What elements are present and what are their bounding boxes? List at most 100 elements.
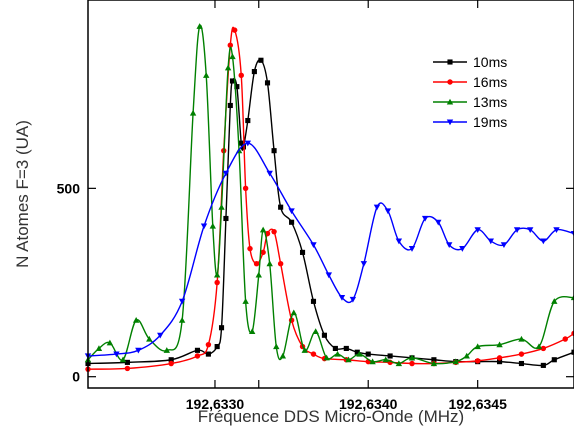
data-point xyxy=(513,227,521,233)
data-point xyxy=(124,359,130,365)
data-point xyxy=(205,341,212,348)
data-point xyxy=(234,84,240,90)
legend-label: 13ms xyxy=(473,94,507,110)
data-point xyxy=(321,332,327,338)
data-point xyxy=(332,345,338,352)
legend-item: 10ms xyxy=(433,54,507,70)
data-point xyxy=(343,345,349,352)
data-point xyxy=(356,350,363,357)
data-point xyxy=(463,352,470,359)
data-point xyxy=(95,345,103,352)
data-point xyxy=(562,336,568,342)
x-tick-label: 192,6330 xyxy=(186,396,245,412)
data-point xyxy=(229,53,236,60)
data-point xyxy=(452,358,459,365)
data-point xyxy=(259,226,267,233)
data-point xyxy=(540,238,547,245)
data-point xyxy=(247,245,253,252)
y-tick-label: 0 xyxy=(72,369,80,385)
ticks-layer: 192,6330 192,6340 192,6345 0 500 xyxy=(57,0,574,412)
data-point xyxy=(113,351,120,358)
data-point xyxy=(349,296,357,303)
data-point xyxy=(194,353,201,359)
data-point xyxy=(570,230,574,237)
legend-item: 16ms xyxy=(433,74,507,90)
data-point xyxy=(214,279,220,286)
data-point xyxy=(500,242,508,249)
data-point xyxy=(266,260,273,267)
legend-marker xyxy=(446,98,454,105)
legend-marker xyxy=(447,79,453,85)
data-point xyxy=(178,316,186,323)
data-point xyxy=(266,170,273,177)
legend-marker xyxy=(447,59,453,65)
data-point xyxy=(227,42,234,48)
data-point xyxy=(277,260,284,267)
data-point xyxy=(200,223,208,230)
data-point xyxy=(527,227,534,233)
data-point xyxy=(408,354,416,361)
data-point xyxy=(258,57,264,63)
data-point xyxy=(119,356,127,363)
data-point xyxy=(168,357,174,363)
data-point xyxy=(570,294,574,301)
data-point xyxy=(431,357,437,363)
data-point xyxy=(244,140,252,147)
data-point xyxy=(325,272,333,279)
data-point xyxy=(223,215,229,222)
legend: 10ms 16ms 13ms 19ms xyxy=(433,54,507,130)
series-line-19ms xyxy=(87,142,574,357)
data-point xyxy=(334,350,341,357)
data-point xyxy=(365,351,371,357)
data-point xyxy=(571,349,574,355)
data-point xyxy=(238,72,244,79)
data-point xyxy=(218,325,225,331)
data-point xyxy=(387,353,393,359)
legend-item: 13ms xyxy=(433,94,507,110)
data-point xyxy=(345,356,352,363)
data-point xyxy=(430,360,438,367)
data-point xyxy=(540,345,547,352)
x-tick-label: 192,6345 xyxy=(448,396,507,412)
data-point xyxy=(251,69,257,75)
x-axis-title: Fréquence DDS Micro-Onde (MHz) xyxy=(198,407,464,426)
data-point xyxy=(312,328,319,335)
data-point xyxy=(245,117,251,124)
data-point xyxy=(395,238,403,245)
data-point xyxy=(299,249,306,255)
data-point xyxy=(279,352,287,359)
data-point xyxy=(255,271,262,278)
data-point xyxy=(474,227,481,233)
series-19ms xyxy=(84,140,574,360)
data-point xyxy=(242,298,249,304)
data-point xyxy=(301,347,308,353)
data-point xyxy=(459,246,466,252)
data-point xyxy=(354,349,360,355)
data-point xyxy=(189,109,197,116)
data-point xyxy=(178,298,186,305)
data-point xyxy=(168,360,174,367)
data-point xyxy=(222,170,230,177)
legend-label: 19ms xyxy=(473,114,507,130)
data-point xyxy=(382,356,389,363)
data-point xyxy=(248,328,256,335)
data-point xyxy=(487,238,495,245)
data-point xyxy=(132,316,140,323)
data-point xyxy=(242,185,249,192)
data-point xyxy=(229,78,236,84)
data-point xyxy=(310,242,317,249)
data-point xyxy=(194,347,201,353)
data-point xyxy=(551,298,558,304)
data-point xyxy=(157,332,164,339)
data-point xyxy=(369,358,376,365)
data-point xyxy=(218,203,225,210)
data-point xyxy=(205,351,211,357)
data-point xyxy=(124,365,131,372)
data-point xyxy=(135,347,142,354)
data-point xyxy=(446,242,453,249)
data-point xyxy=(163,347,171,353)
data-point xyxy=(409,360,415,367)
data-point xyxy=(518,351,525,357)
data-point xyxy=(106,339,114,346)
